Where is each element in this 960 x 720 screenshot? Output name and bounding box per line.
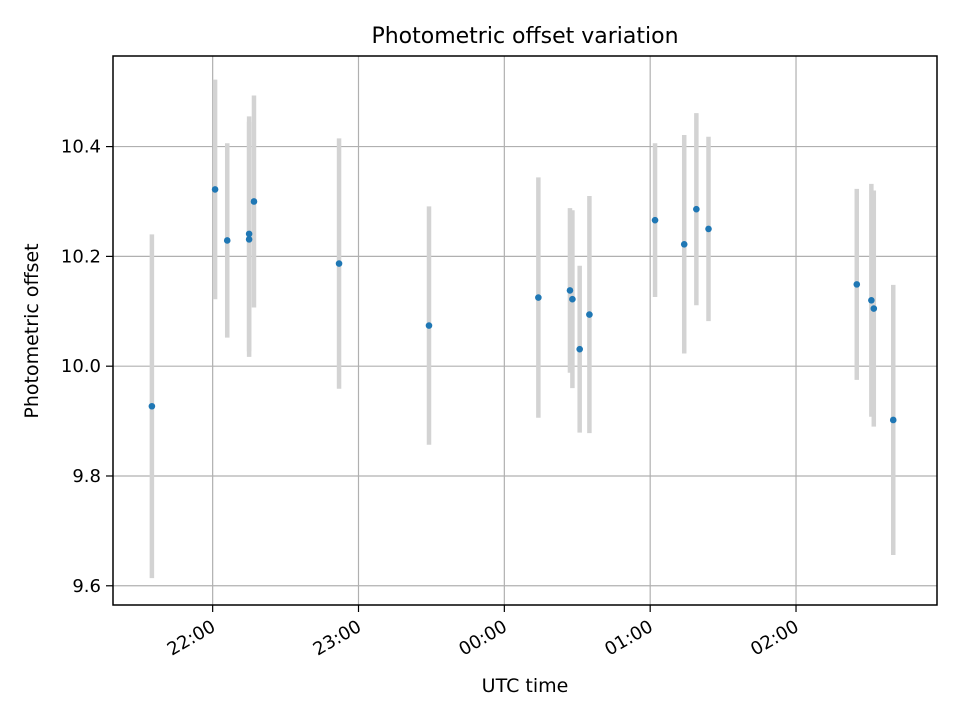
y-tick-label: 9.6 (72, 576, 101, 597)
data-point (680, 241, 688, 248)
data-point (211, 186, 219, 193)
y-axis-ticks: 9.6 9.8 10.0 10.2 10.4 (61, 137, 113, 597)
x-tick-label: 02:00 (747, 616, 802, 660)
data-point (586, 311, 593, 318)
data-point (245, 230, 253, 238)
x-tick-label: 01:00 (601, 616, 656, 660)
x-tick-label: 23:00 (310, 616, 365, 660)
data-points (148, 186, 897, 424)
data-point (250, 198, 258, 205)
data-point (889, 416, 897, 424)
x-axis-ticks: 22:00 23:00 00:00 01:00 02:00 (164, 605, 803, 660)
data-point (576, 345, 583, 353)
x-tick-label: 22:00 (164, 616, 219, 660)
data-point (693, 205, 700, 213)
data-point (868, 297, 875, 304)
data-point (566, 287, 574, 294)
data-point (705, 225, 712, 233)
y-tick-label: 10.0 (61, 356, 101, 377)
data-point (853, 281, 861, 288)
y-tick-label: 10.2 (61, 246, 101, 267)
data-point (223, 237, 231, 244)
x-axis-label: UTC time (482, 675, 569, 697)
chart-title: Photometric offset variation (371, 24, 678, 49)
data-point (335, 260, 343, 267)
plot-frame (112, 55, 938, 606)
y-tick-label: 9.8 (72, 466, 101, 487)
y-axis-label: Photometric offset (21, 243, 43, 418)
y-tick-label: 10.4 (61, 137, 101, 158)
x-tick-label: 00:00 (455, 616, 510, 660)
data-point (651, 216, 659, 224)
data-point (148, 402, 156, 410)
data-point (870, 305, 878, 312)
error-bars (149, 79, 896, 579)
data-point (245, 236, 253, 243)
data-point (535, 294, 542, 301)
data-point (569, 295, 576, 303)
data-point (425, 322, 433, 329)
grid-lines (113, 56, 937, 605)
